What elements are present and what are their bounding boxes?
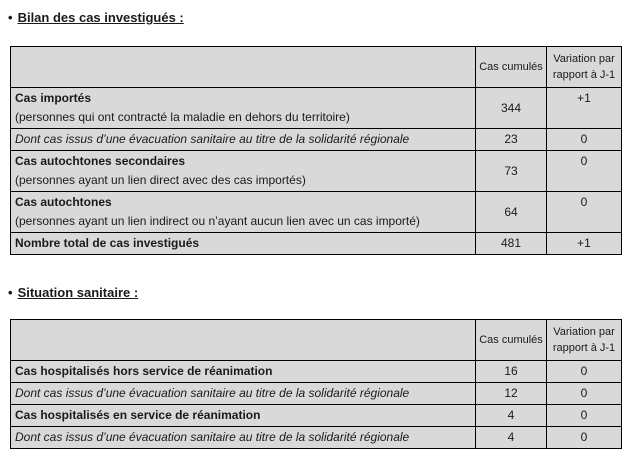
empty-header-cell: [10, 46, 476, 88]
row-label-cell: Dont cas issus d’une évacuation sanitair…: [10, 426, 476, 449]
row-label-cell: Nombre total de cas investigués: [10, 232, 476, 255]
table-row-local-cases: Cas autochtones (personnes ayant un lien …: [10, 191, 622, 233]
cumulative-cases-cell: 344: [475, 87, 547, 129]
row-label-cell: Cas importés (personnes qui ont contracté…: [10, 87, 476, 129]
cumulative-cases-header: Cas cumulés: [475, 319, 547, 361]
row-label: Dont cas issus d’une évacuation sanitair…: [15, 132, 410, 146]
table-row-medevac-non-icu: Dont cas issus d’une évacuation sanitair…: [10, 382, 622, 405]
row-label-cell: Cas autochtones secondaires (personnes ay…: [10, 150, 476, 192]
variation-cell: 0: [546, 360, 622, 383]
cumulative-cases-cell: 12: [475, 382, 547, 405]
variation-header: Variation par rapport à J-1: [546, 46, 622, 88]
variation-header: Variation par rapport à J-1: [546, 319, 622, 361]
cumulative-cases-header: Cas cumulés: [475, 46, 547, 88]
bullet-marker: •: [8, 10, 13, 25]
table-row-total-cases: Nombre total de cas investigués 481 +1: [10, 232, 622, 255]
table-row-imported-cases: Cas importés (personnes qui ont contracté…: [10, 87, 622, 129]
section-title-text: Situation sanitaire :: [17, 285, 139, 300]
row-label: Cas hospitalisés en service de réanimati…: [15, 408, 261, 422]
section-investigated-cases: • Bilan des cas investigués : Cas cumulés…: [0, 10, 634, 255]
cumulative-cases-cell: 481: [475, 232, 547, 255]
table-header-row: Cas cumulés Variation par rapport à J-1: [10, 319, 622, 361]
table-row-hospitalized-icu: Cas hospitalisés en service de réanimati…: [10, 404, 622, 427]
section-title: • Bilan des cas investigués :: [8, 10, 634, 26]
table-row-medevac-icu: Dont cas issus d’une évacuation sanitair…: [10, 426, 622, 449]
row-sublabel: (personnes ayant un lien indirect ou n’a…: [15, 214, 420, 228]
variation-cell: +1: [546, 232, 622, 255]
investigated-cases-table: Cas cumulés Variation par rapport à J-1 …: [10, 46, 622, 255]
row-label-cell: Dont cas issus d’une évacuation sanitair…: [10, 382, 476, 405]
variation-cell: 0: [546, 426, 622, 449]
row-label-cell: Cas hospitalisés hors service de réanima…: [10, 360, 476, 383]
row-label: Cas hospitalisés hors service de réanima…: [15, 364, 273, 378]
row-label: Dont cas issus d’une évacuation sanitair…: [15, 386, 410, 400]
row-label-cell: Cas autochtones (personnes ayant un lien …: [10, 191, 476, 233]
row-label: Nombre total de cas investigués: [15, 236, 200, 250]
variation-cell: 0: [546, 404, 622, 427]
section-title-text: Bilan des cas investigués :: [17, 10, 184, 25]
section-title: • Situation sanitaire :: [8, 285, 634, 301]
bullet-marker: •: [8, 285, 13, 300]
variation-cell: 0: [546, 191, 622, 233]
row-label-cell: Cas hospitalisés en service de réanimati…: [10, 404, 476, 427]
cumulative-cases-cell: 4: [475, 404, 547, 427]
row-sublabel: (personnes ayant un lien direct avec des…: [15, 173, 306, 187]
table-header-row: Cas cumulés Variation par rapport à J-1: [10, 46, 622, 88]
variation-cell: 0: [546, 150, 622, 192]
row-label: Dont cas issus d’une évacuation sanitair…: [15, 430, 410, 444]
row-label: Cas autochtones: [15, 195, 112, 209]
table-row-hospitalized-non-icu: Cas hospitalisés hors service de réanima…: [10, 360, 622, 383]
cumulative-cases-cell: 4: [475, 426, 547, 449]
cumulative-cases-cell: 16: [475, 360, 547, 383]
variation-cell: 0: [546, 128, 622, 151]
report-page: • Bilan des cas investigués : Cas cumulés…: [0, 10, 634, 449]
cumulative-cases-cell: 73: [475, 150, 547, 192]
variation-cell: +1: [546, 87, 622, 129]
variation-cell: 0: [546, 382, 622, 405]
row-label-cell: Dont cas issus d’une évacuation sanitair…: [10, 128, 476, 151]
row-label: Cas autochtones secondaires: [15, 154, 186, 168]
row-sublabel: (personnes qui ont contracté la maladie …: [15, 110, 350, 124]
row-label: Cas importés: [15, 91, 92, 105]
cumulative-cases-cell: 23: [475, 128, 547, 151]
table-row-secondary-local-cases: Cas autochtones secondaires (personnes ay…: [10, 150, 622, 192]
cumulative-cases-cell: 64: [475, 191, 547, 233]
section-health-situation: • Situation sanitaire : Cas cumulés Varia…: [0, 285, 634, 449]
table-row-medevac-cases: Dont cas issus d’une évacuation sanitair…: [10, 128, 622, 151]
empty-header-cell: [10, 319, 476, 361]
health-situation-table: Cas cumulés Variation par rapport à J-1 …: [10, 319, 622, 449]
